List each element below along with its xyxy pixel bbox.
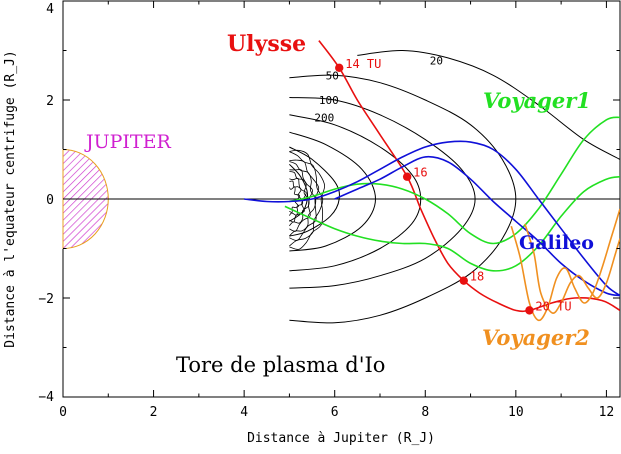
y-tick-label: 4 bbox=[46, 2, 54, 17]
x-tick-label: 10 bbox=[508, 405, 524, 420]
x-tick-label: 8 bbox=[421, 405, 429, 420]
contour-line bbox=[289, 163, 309, 222]
series-line bbox=[284, 175, 620, 272]
x-tick-label: 0 bbox=[59, 405, 67, 420]
series-line bbox=[244, 140, 620, 297]
y-tick-label: 2 bbox=[46, 94, 54, 109]
time-marker-label: 18 bbox=[470, 270, 484, 284]
x-tick-label: 2 bbox=[150, 405, 158, 420]
y-tick-label: −4 bbox=[38, 390, 54, 405]
x-tick-label: 6 bbox=[331, 405, 339, 420]
time-marker-label: 16 bbox=[413, 166, 427, 180]
contour-label: 100 bbox=[319, 94, 339, 107]
series-label-voyager1: Voyager1 bbox=[483, 88, 591, 113]
y-axis-label: Distance à l'equateur centrifuge (R_J) bbox=[3, 50, 18, 347]
series-label-ulysse: Ulysse bbox=[227, 31, 306, 57]
contour-label: 20 bbox=[430, 54, 443, 67]
contour-label: 200 bbox=[314, 111, 334, 124]
contour-label: 50 bbox=[326, 69, 339, 82]
time-marker-label: 20 TU bbox=[535, 299, 571, 313]
torus-label: Tore de plasma d'Io bbox=[176, 353, 385, 377]
time-marker-label: 14 TU bbox=[345, 57, 381, 71]
y-tick-label: −2 bbox=[38, 292, 54, 307]
time-marker bbox=[459, 276, 468, 285]
series-label-voyager2: Voyager2 bbox=[482, 325, 590, 350]
series-label-galileo: Galileo bbox=[519, 232, 594, 254]
x-tick-label: 4 bbox=[240, 405, 248, 420]
x-tick-label: 12 bbox=[599, 405, 615, 420]
jupiter-label: JUPITER bbox=[84, 131, 171, 153]
time-marker bbox=[402, 172, 412, 181]
y-tick-label: 0 bbox=[46, 193, 54, 208]
series-line bbox=[524, 223, 620, 314]
time-marker bbox=[525, 306, 534, 315]
series-line bbox=[510, 208, 620, 322]
time-marker bbox=[335, 63, 344, 73]
x-axis-label: Distance à Jupiter (R_J) bbox=[247, 431, 435, 446]
